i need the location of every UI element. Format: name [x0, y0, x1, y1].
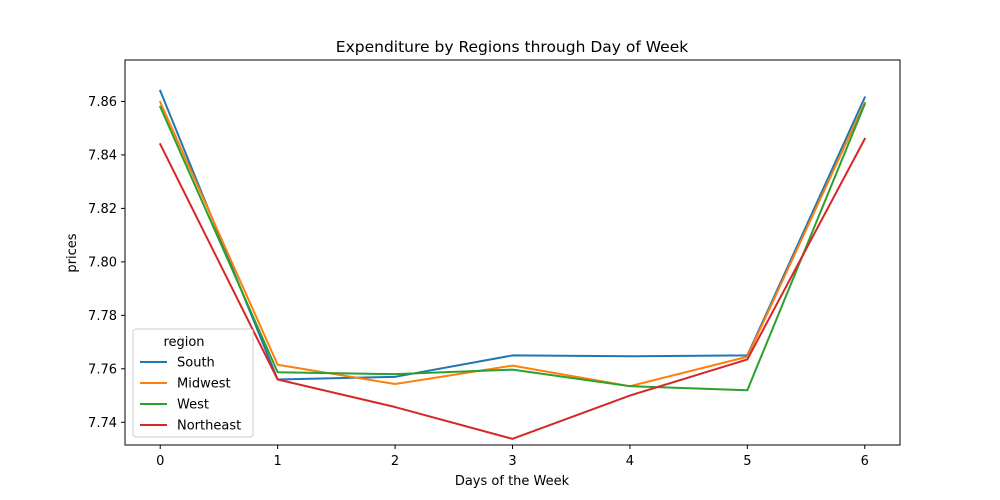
y-tick-label: 7.78	[88, 309, 117, 324]
y-tick-label: 7.82	[88, 202, 117, 217]
x-tick-label: 4	[626, 454, 634, 469]
legend-box	[132, 328, 254, 438]
plot-area	[158, 89, 867, 440]
y-axis: 7.74 7.76 7.78 7.80 7.82 7.84 7.86	[88, 95, 125, 431]
x-axis-label: Days of the Week	[455, 474, 570, 489]
legend-label-west: West	[177, 398, 209, 413]
legend-label-midwest: Midwest	[177, 377, 231, 392]
x-tick-label: 2	[391, 454, 399, 469]
y-axis-label: prices	[65, 233, 80, 272]
chart-title: Expenditure by Regions through Day of We…	[336, 38, 688, 56]
series-line-northeast	[158, 137, 867, 440]
y-tick-label: 7.84	[88, 148, 117, 163]
legend-label-south: South	[177, 356, 215, 371]
y-tick-label: 7.76	[88, 362, 117, 377]
series-line-midwest	[158, 100, 867, 388]
x-tick-label: 0	[156, 454, 164, 469]
series-line-west	[158, 102, 867, 392]
legend-label-northeast: Northeast	[177, 419, 241, 434]
y-tick-label: 7.80	[88, 255, 117, 270]
legend: region South Midwest West Northeast	[132, 328, 254, 438]
x-tick-label: 3	[508, 454, 516, 469]
x-tick-label: 5	[743, 454, 751, 469]
y-tick-label: 7.74	[88, 416, 117, 431]
legend-title: region	[163, 335, 204, 350]
x-tick-label: 6	[861, 454, 869, 469]
x-tick-label: 1	[274, 454, 282, 469]
x-axis: 0 1 2 3 4 5 6	[156, 445, 869, 469]
y-tick-label: 7.86	[88, 95, 117, 110]
